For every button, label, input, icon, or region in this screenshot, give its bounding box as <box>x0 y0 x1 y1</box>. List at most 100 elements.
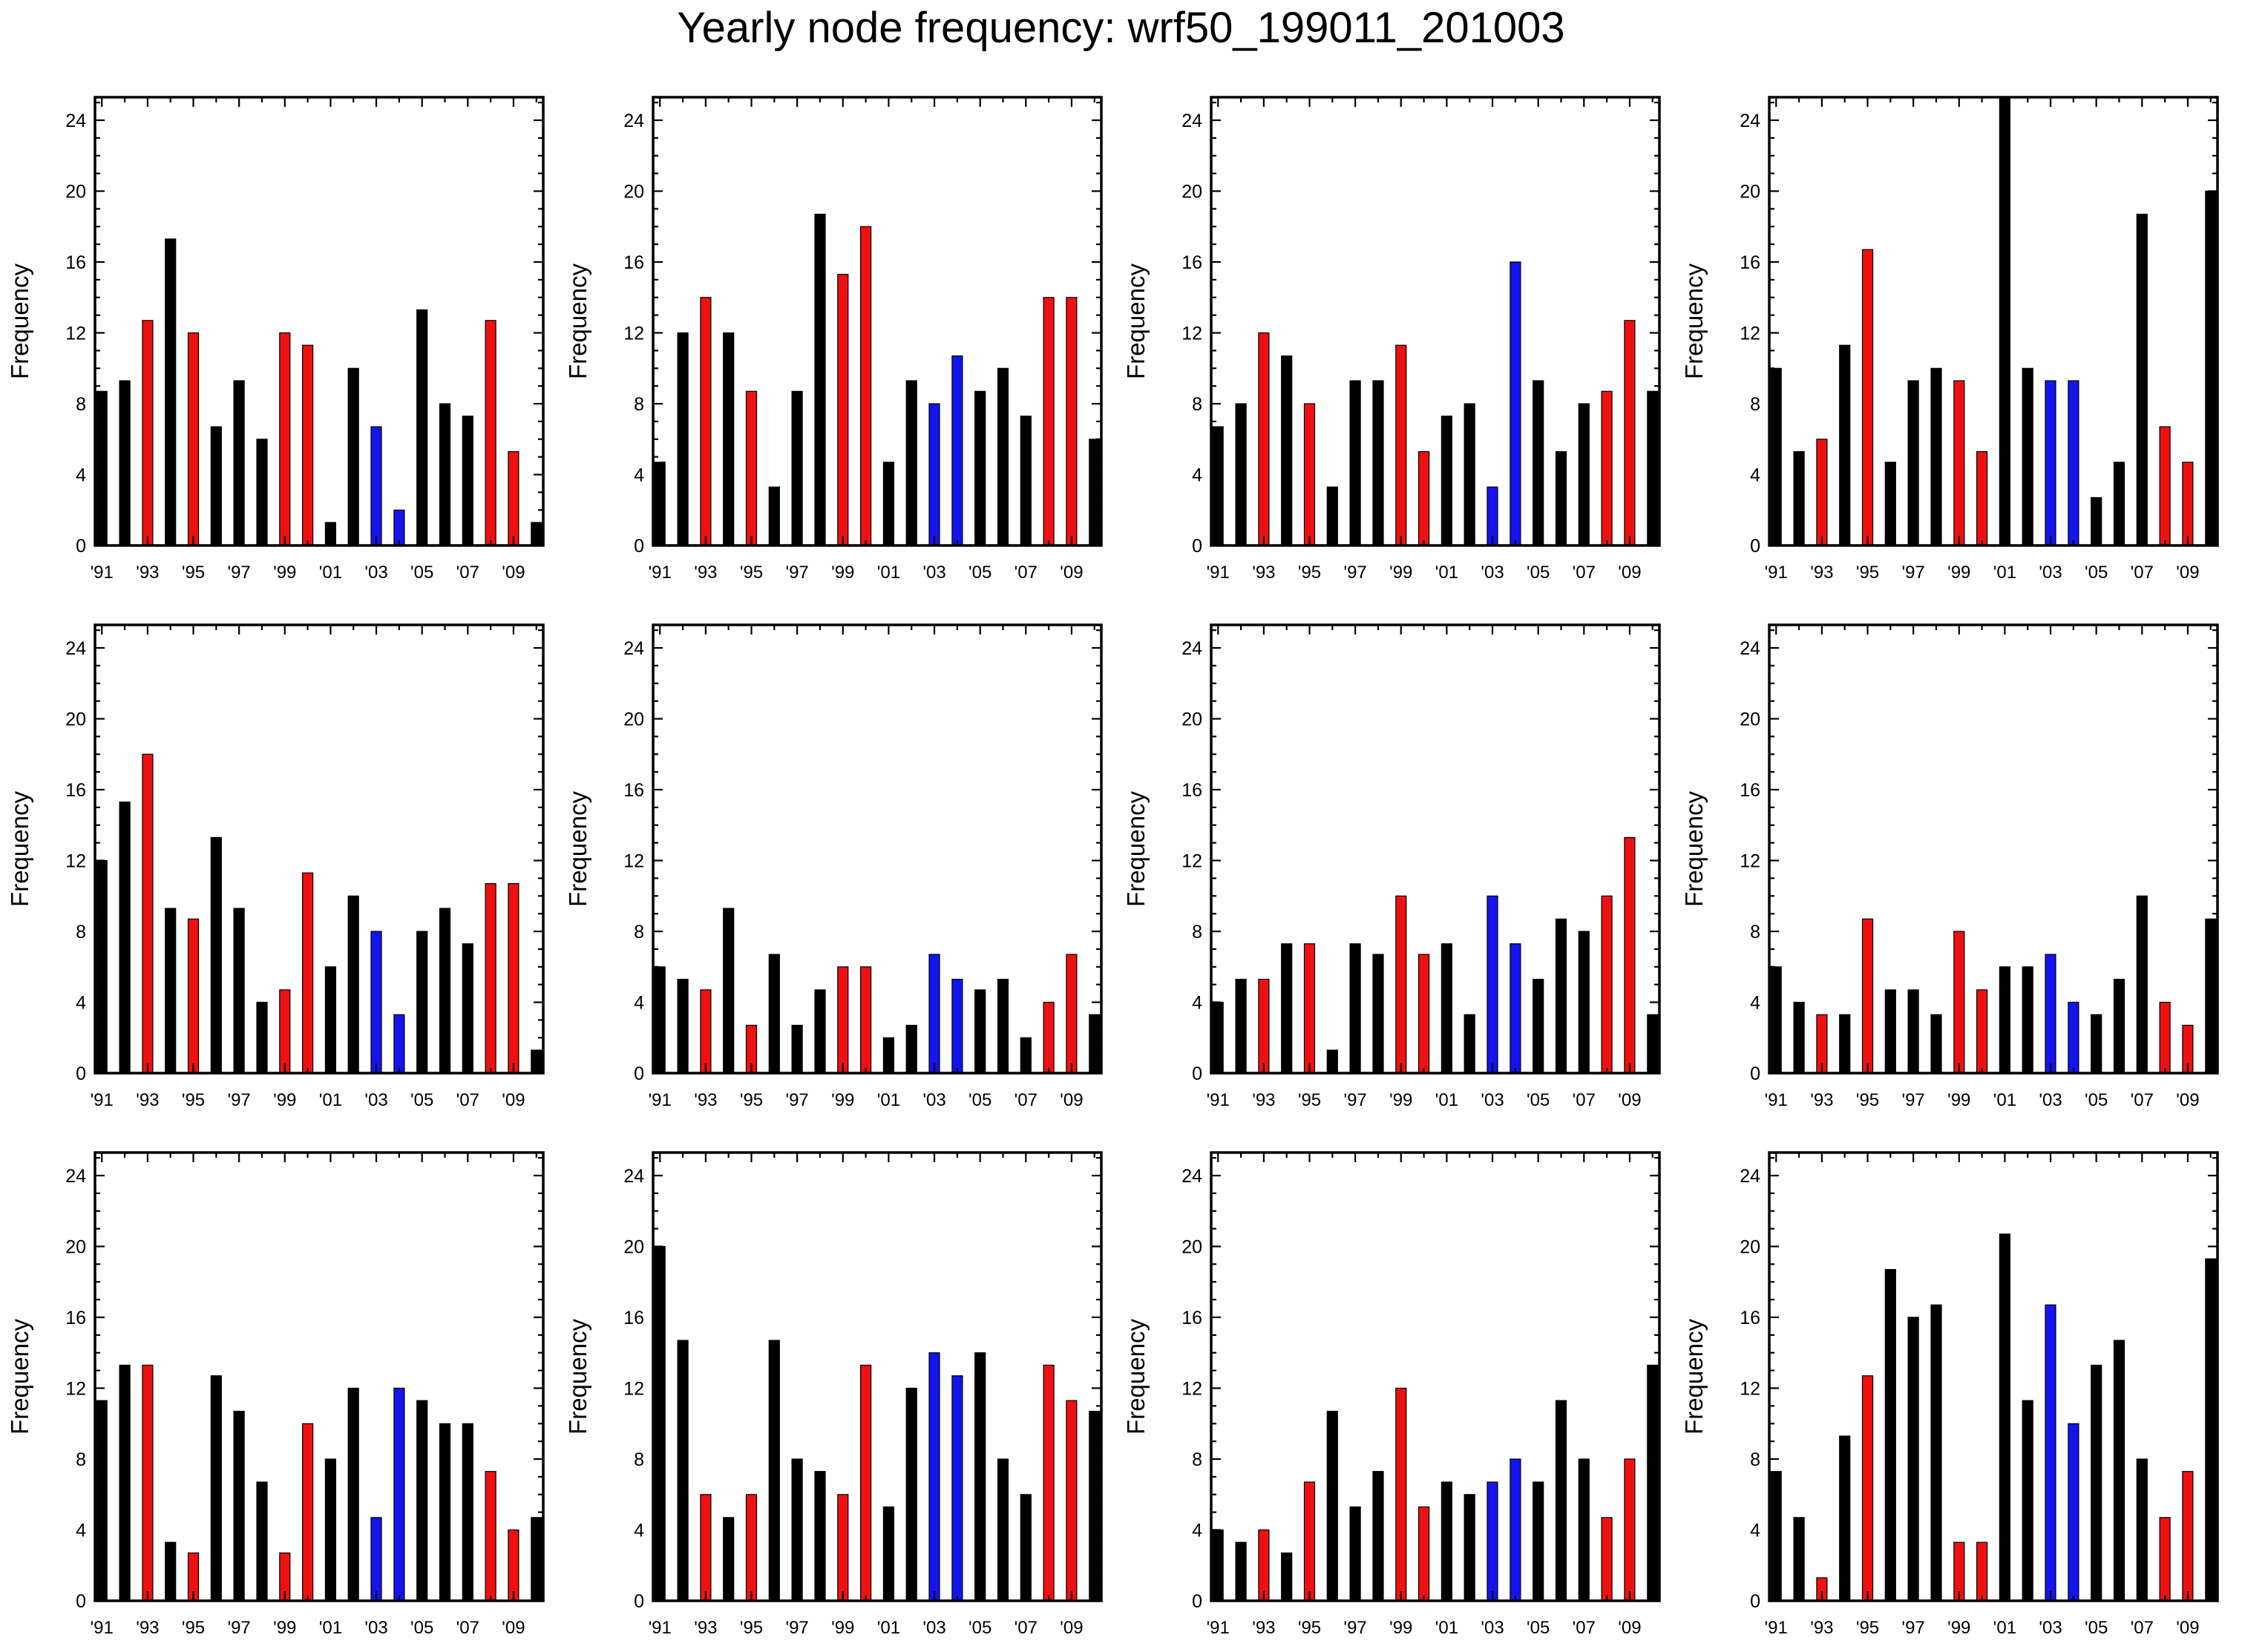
xtick-label: '99 <box>1947 563 1970 583</box>
ytick-label: 20 <box>1181 1237 1202 1258</box>
xtick-label: '03 <box>1481 563 1504 583</box>
bar-2002 <box>348 1389 358 1602</box>
xtick-label: '05 <box>1527 1618 1550 1638</box>
bar-1999 <box>838 1495 848 1601</box>
xtick-label: '91 <box>1765 1090 1788 1110</box>
bar-2006 <box>440 1423 450 1601</box>
xtick-label: '07 <box>1015 1090 1038 1110</box>
bar-1992 <box>678 1340 688 1601</box>
xtick-label: '03 <box>2039 1618 2062 1638</box>
bar-1996 <box>1885 462 1895 545</box>
bar-2007 <box>1579 1459 1589 1601</box>
bar-2001 <box>325 967 335 1073</box>
bar-1996 <box>1885 990 1895 1073</box>
y-axis-label: Frequency <box>564 1319 591 1435</box>
bar-1998 <box>1931 368 1941 545</box>
bar-2008 <box>1602 896 1612 1073</box>
xtick-label: '91 <box>1765 1618 1788 1638</box>
bar-2003 <box>371 427 381 545</box>
bar-1999 <box>280 990 290 1073</box>
bar-2002 <box>348 896 358 1073</box>
bar-2003 <box>371 931 381 1073</box>
panel-10: 0 4 8 12 16 20 24 '91 '93 '95 '97 '99 '01 '03 '05 '07 '0… <box>564 1153 1101 1638</box>
ytick-label: 24 <box>65 1166 86 1187</box>
plot-frame <box>95 625 543 1073</box>
bar-2005 <box>417 1400 427 1601</box>
ytick-label: 12 <box>65 324 86 344</box>
bar-1999 <box>1954 381 1964 545</box>
xtick-label: '09 <box>1618 563 1641 583</box>
xtick-label: '91 <box>1207 563 1230 583</box>
panel-8: 04812162024'91'93'95'97'99'01'03'05'07'0… <box>1680 625 2218 1110</box>
bar-1995 <box>1305 1482 1315 1601</box>
ytick-label: 8 <box>1192 394 1202 415</box>
plot-frame <box>653 625 1101 1073</box>
xtick-label: '01 <box>1993 563 2016 583</box>
panel-5: 04812162024'91'93'95'97'99'01'03'05'07'0… <box>6 625 543 1110</box>
xtick-label: '07 <box>1015 1618 1038 1638</box>
bar-1992 <box>1794 452 1804 546</box>
ytick-label: 8 <box>634 394 644 415</box>
bar-2004 <box>394 510 404 545</box>
bar-2003 <box>929 404 940 545</box>
bar-1998 <box>1931 1305 1941 1601</box>
ytick-label: 16 <box>1740 252 1760 273</box>
bar-1995 <box>747 391 757 545</box>
xtick-label: '01 <box>877 563 900 583</box>
ytick-label: 4 <box>1750 993 1760 1014</box>
ytick-label: 20 <box>65 1237 86 1258</box>
xtick-label: '91 <box>649 1618 672 1638</box>
bar-2000 <box>303 873 313 1073</box>
bar-2000 <box>1977 990 1987 1073</box>
bar-1995 <box>1863 919 1873 1073</box>
xtick-label: '01 <box>1435 1618 1458 1638</box>
bar-1992 <box>1236 980 1246 1074</box>
bar-2009 <box>1066 1400 1077 1601</box>
bar-2002 <box>906 381 917 545</box>
ytick-label: 4 <box>1750 1521 1760 1541</box>
bar-1991 <box>1771 1472 1781 1601</box>
xtick-label: '97 <box>1902 1090 1925 1110</box>
ytick-label: 20 <box>623 709 644 730</box>
ytick-label: 20 <box>1740 709 1760 730</box>
bar-1994 <box>724 908 734 1073</box>
bar-1997 <box>1908 1317 1918 1601</box>
bar-2007 <box>1020 1495 1031 1601</box>
ytick-label: 4 <box>1192 1521 1202 1541</box>
bar-2009 <box>1625 1459 1635 1601</box>
xtick-label: '09 <box>1060 1618 1083 1638</box>
xtick-label: '09 <box>502 1090 525 1110</box>
xtick-label: '05 <box>1527 563 1550 583</box>
ytick-label: 12 <box>65 851 86 872</box>
y-axis-label: Frequency <box>6 1319 33 1435</box>
xtick-label: '01 <box>319 1618 342 1638</box>
bar-2000 <box>1977 1542 1987 1601</box>
ytick-label: 8 <box>634 1449 644 1470</box>
bar-2001 <box>1999 967 2010 1073</box>
xtick-label: '93 <box>1252 563 1275 583</box>
bar-2000 <box>861 967 871 1073</box>
bar-1998 <box>1373 1472 1383 1601</box>
bar-2000 <box>861 1366 871 1602</box>
xtick-label: '97 <box>1344 1618 1367 1638</box>
bar-2005 <box>1533 980 1544 1074</box>
xtick-label: '07 <box>1573 563 1596 583</box>
bar-1993 <box>142 754 153 1073</box>
xtick-label: '95 <box>182 1618 205 1638</box>
bar-2006 <box>1556 452 1567 546</box>
bar-1997 <box>792 391 802 545</box>
ytick-label: 12 <box>1740 324 1760 344</box>
bar-2004 <box>2068 381 2079 545</box>
bar-2009 <box>2183 1472 2193 1601</box>
bar-2010 <box>1089 1412 1100 1601</box>
ytick-label: 20 <box>1740 182 1760 203</box>
panel-2: 04812162024'91'93'95'97'99'01'03'05'07'0… <box>564 97 1101 583</box>
bar-1993 <box>701 990 711 1073</box>
panel-6: 04812162024'91'93'95'97'99'01'03'05'07'0… <box>564 625 1101 1110</box>
ytick-label: 16 <box>623 780 644 801</box>
bar-2005 <box>975 990 986 1073</box>
ytick-label: 0 <box>1192 1063 1202 1084</box>
bar-1994 <box>165 1542 176 1601</box>
ytick-label: 16 <box>1181 1308 1202 1328</box>
xtick-label: '01 <box>877 1618 900 1638</box>
